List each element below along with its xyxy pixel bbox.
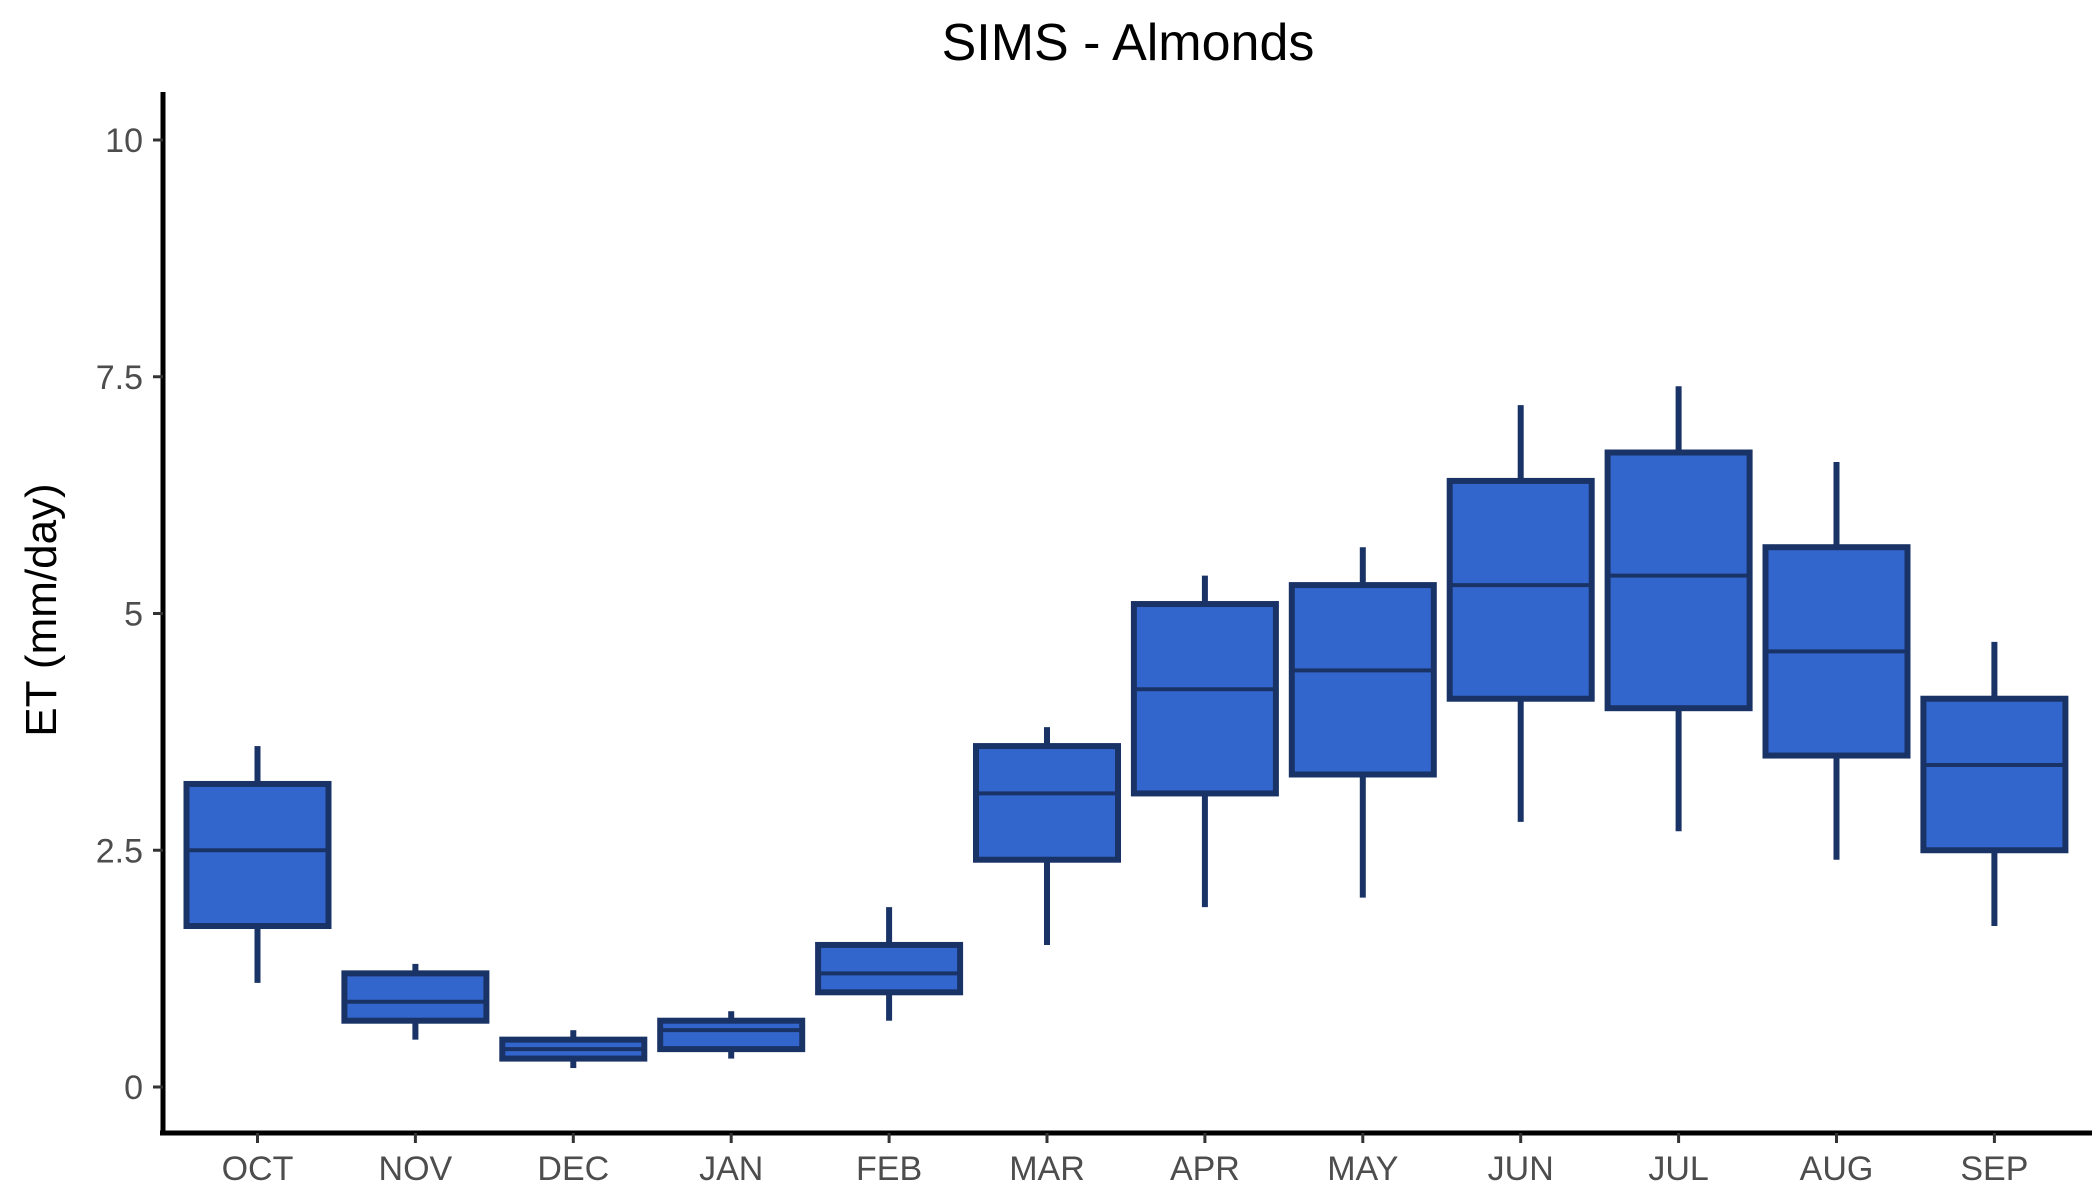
plot-area [183,386,2069,1069]
y-axis-ticks: 0 2.5 5 7.5 10 [96,122,163,1107]
x-tick-label: DEC [537,1150,609,1188]
x-tick-label: JUL [1648,1150,1708,1188]
box-may [1288,547,1437,898]
iqr-box [1920,695,2069,854]
y-tick-label: 10 [105,122,143,160]
box-jul [1604,386,1753,832]
y-tick-label: 5 [124,596,143,634]
iqr-box [341,970,490,1024]
iqr-box [1604,449,1753,712]
x-tick-label: JUN [1488,1150,1554,1188]
iqr-box [1446,477,1595,702]
box-apr [1130,575,1279,908]
x-tick-label: SEP [1960,1150,2028,1188]
x-tick-label: OCT [222,1150,294,1188]
box-feb [815,907,964,1021]
iqr-box [1288,582,1437,778]
x-tick-label: AUG [1800,1150,1874,1188]
y-tick-label: 2.5 [96,832,143,870]
box-mar [973,727,1121,945]
iqr-box [1130,601,1279,797]
iqr-box [183,780,332,930]
x-tick-label: MAR [1009,1150,1085,1188]
x-tick-label: JAN [699,1150,763,1188]
box-sep [1920,641,2069,927]
x-tick-label: NOV [379,1150,453,1188]
iqr-box [973,743,1121,863]
chart-title: SIMS - Almonds [942,14,1315,72]
x-tick-label: MAY [1327,1150,1398,1188]
box-aug [1762,461,1911,860]
box-oct [183,746,332,983]
y-tick-label: 0 [124,1069,143,1107]
x-tick-label: FEB [856,1150,922,1188]
y-tick-label: 7.5 [96,359,143,397]
box-nov [341,963,490,1040]
x-axis-ticks: OCT NOV DEC JAN FEB MAR APR MAY JUN JUL AUG SEP [222,1133,2028,1188]
iqr-box [815,941,964,996]
box-jun [1446,405,1595,822]
box-dec [499,1030,648,1069]
iqr-box [657,1017,806,1053]
box-jan [657,1011,806,1059]
x-tick-label: APR [1170,1150,1240,1188]
y-axis-label: ET (mm/day) [17,483,66,736]
